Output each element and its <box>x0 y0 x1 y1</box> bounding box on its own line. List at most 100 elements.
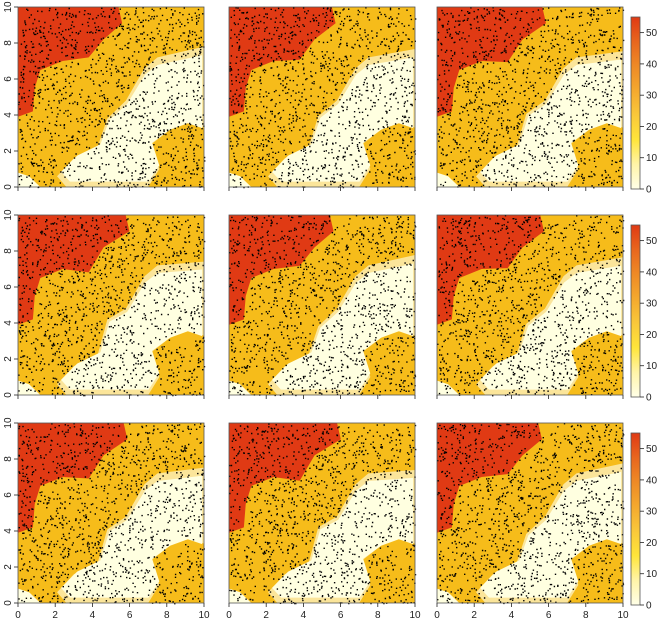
region-high <box>229 7 336 117</box>
x-tick-label: 0 <box>434 610 440 621</box>
y-tick-label: 0 <box>3 184 14 190</box>
x-tick-label: 4 <box>301 610 307 621</box>
panel-frame <box>17 6 205 188</box>
y-tick-label: 2 <box>3 148 14 154</box>
y-tick-label: 4 <box>3 112 14 118</box>
region-min <box>437 588 460 603</box>
panel-5 <box>228 214 417 399</box>
y-tick-label: 0 <box>3 392 14 398</box>
region-min <box>229 172 252 187</box>
region-high <box>437 7 546 117</box>
panel-9: 0 2 4 6 8 10 0 10 20 30 40 50 <box>434 422 658 621</box>
colorbar-tick-label: 0 <box>646 393 652 404</box>
x-tick-label: 2 <box>52 610 58 621</box>
panel-frame <box>436 214 624 396</box>
x-tick-label: 0 <box>226 610 232 621</box>
region-high <box>18 423 128 533</box>
y-tick-label: 2 <box>3 564 14 570</box>
region-min-inner <box>61 475 203 598</box>
colorbar-tick-label: 30 <box>646 507 658 518</box>
colorbar-tick-label: 50 <box>646 236 658 247</box>
region-high <box>18 7 123 117</box>
panel-frame <box>436 422 624 604</box>
point-overlay <box>18 7 206 189</box>
panel-3: 0 10 20 30 40 50 <box>436 6 658 196</box>
x-tick-label: 10 <box>409 610 421 621</box>
region-min-inner <box>272 57 414 182</box>
colorbar <box>630 224 641 398</box>
panel-frame <box>17 214 205 396</box>
y-tick-label: 2 <box>3 356 14 362</box>
region-min-inner <box>61 55 203 182</box>
y-tick-label: 8 <box>3 40 14 46</box>
y-tick-label: 10 <box>3 1 14 13</box>
region-min-inner <box>272 477 414 598</box>
region-min <box>437 172 460 187</box>
colorbar-tick-label: 40 <box>646 267 658 278</box>
colorbar-tick-label: 40 <box>646 475 658 486</box>
panel-frame <box>228 6 416 188</box>
x-tick-label: 0 <box>15 610 21 621</box>
panel-frame <box>436 6 624 188</box>
region-high <box>229 423 341 533</box>
x-tick-label: 2 <box>471 610 477 621</box>
panel-frame <box>17 422 205 604</box>
region-min-inner <box>480 265 622 390</box>
panel-frame <box>228 214 416 396</box>
region-min-inner <box>61 269 203 390</box>
x-tick-label: 6 <box>546 610 552 621</box>
y-tick-label: 8 <box>3 248 14 254</box>
panel-6: 0 10 20 30 40 50 <box>436 214 658 404</box>
colorbar-tick-label: 20 <box>646 538 658 549</box>
region-min-inner <box>480 471 622 598</box>
y-tick-label: 4 <box>3 320 14 326</box>
panel-1: 0 2 4 6 8 10 <box>3 1 206 191</box>
x-tick-label: 4 <box>90 610 96 621</box>
y-tick-label: 6 <box>3 284 14 290</box>
colorbar-tick-label: 10 <box>646 153 658 164</box>
region-min <box>229 380 252 395</box>
y-tick-label: 10 <box>3 209 14 221</box>
region-high <box>437 215 544 325</box>
panel-7: 0 2 4 6 8 10 0 2 4 6 8 10 <box>3 417 210 621</box>
region-min <box>437 380 460 395</box>
x-tick-label: 4 <box>509 610 515 621</box>
x-tick-label: 6 <box>338 610 344 621</box>
point-overlay <box>437 7 625 189</box>
x-tick-label: 8 <box>375 610 381 621</box>
colorbar <box>630 432 641 606</box>
colorbar-tick-label: 20 <box>646 122 658 133</box>
x-tick-label: 2 <box>263 610 269 621</box>
x-tick-label: 10 <box>198 610 210 621</box>
y-tick-label: 0 <box>3 600 14 606</box>
colorbar-tick-label: 50 <box>646 28 658 39</box>
colorbar-tick-label: 0 <box>646 601 652 612</box>
point-overlay <box>18 423 206 605</box>
region-min <box>18 172 41 187</box>
panel-frame <box>228 422 416 604</box>
x-tick-label: 10 <box>617 610 629 621</box>
colorbar <box>630 16 641 190</box>
y-tick-label: 6 <box>3 492 14 498</box>
colorbar-tick-label: 40 <box>646 59 658 70</box>
panel-2 <box>228 6 417 191</box>
colorbar-tick-label: 30 <box>646 91 658 102</box>
region-high <box>18 215 130 325</box>
panel-4: 0 2 4 6 8 10 <box>3 209 206 399</box>
colorbar-tick-label: 10 <box>646 361 658 372</box>
colorbar-tick-label: 50 <box>646 444 658 455</box>
x-tick-label: 8 <box>164 610 170 621</box>
region-high <box>437 423 542 533</box>
y-tick-label: 4 <box>3 528 14 534</box>
region-min-inner <box>480 59 622 182</box>
y-tick-label: 8 <box>3 456 14 462</box>
colorbar-tick-label: 0 <box>646 185 652 196</box>
x-tick-label: 6 <box>127 610 133 621</box>
colorbar-tick-label: 10 <box>646 569 658 580</box>
y-tick-label: 6 <box>3 76 14 82</box>
x-tick-label: 8 <box>583 610 589 621</box>
colorbar-tick-label: 30 <box>646 299 658 310</box>
colorbar-tick-label: 20 <box>646 330 658 341</box>
